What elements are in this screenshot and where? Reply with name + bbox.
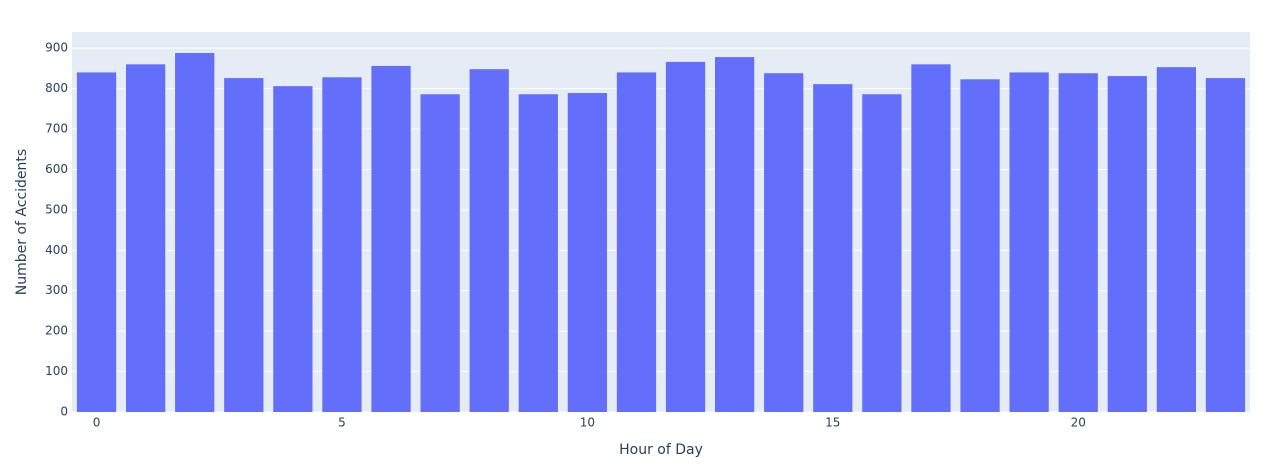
- bar: [616, 72, 657, 412]
- x-tick-label: 10: [580, 416, 595, 430]
- x-tick-label: 15: [825, 416, 840, 430]
- bar: [813, 84, 853, 413]
- y-tick-label: 900: [45, 41, 68, 55]
- y-tick-label: 700: [45, 122, 68, 136]
- bar: [518, 94, 558, 413]
- y-tick-label: 800: [45, 81, 68, 95]
- bar: [1058, 73, 1098, 412]
- bar: [322, 77, 362, 412]
- y-tick-label: 100: [45, 364, 68, 378]
- y-axis-title: Number of Accidents: [14, 149, 30, 295]
- x-tick-label: 5: [338, 416, 346, 430]
- bar: [76, 72, 117, 412]
- bar: [862, 94, 902, 413]
- y-tick-label: 300: [45, 283, 68, 297]
- bar: [714, 57, 755, 412]
- y-tick-label: 500: [45, 202, 68, 216]
- y-tick-label: 200: [45, 324, 68, 338]
- x-tick-label: 0: [93, 416, 101, 430]
- bar: [567, 93, 608, 413]
- bar: [1107, 76, 1147, 412]
- x-axis-title: Hour of Day: [619, 442, 703, 458]
- bar: [175, 53, 215, 413]
- bar: [911, 64, 951, 412]
- plot-area: [72, 32, 1250, 412]
- y-tick-label: 0: [60, 405, 68, 419]
- bar: [224, 78, 264, 412]
- bar: [273, 86, 313, 412]
- bar: [1205, 78, 1246, 412]
- bar: [371, 65, 411, 412]
- bar: [125, 64, 166, 412]
- bar: [1156, 67, 1197, 412]
- y-tick-label: 400: [45, 243, 68, 257]
- y-tick-label: 600: [45, 162, 68, 176]
- bar: [665, 61, 706, 413]
- bar: [469, 69, 509, 412]
- x-tick-label: 20: [1071, 416, 1086, 430]
- bar: [420, 94, 460, 413]
- bar: [960, 79, 1000, 412]
- bar: [1009, 72, 1049, 412]
- bar: [764, 73, 804, 412]
